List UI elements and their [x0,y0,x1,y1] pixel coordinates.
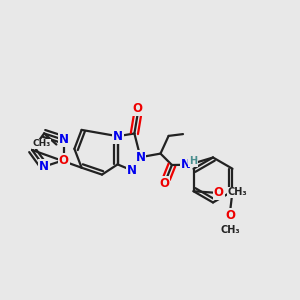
Text: O: O [159,177,169,190]
Text: O: O [225,209,235,222]
Text: O: O [214,186,224,199]
Text: CH₃: CH₃ [33,139,51,148]
Text: CH₃: CH₃ [220,225,240,235]
Text: N: N [39,160,49,173]
Text: N: N [135,151,146,164]
Text: N: N [127,164,137,177]
Text: CH₃: CH₃ [227,188,247,197]
Text: O: O [132,102,142,116]
Text: O: O [214,186,224,199]
Text: H: H [189,156,197,166]
Text: N: N [112,130,123,143]
Text: O: O [225,209,235,222]
Text: N: N [181,158,191,171]
Text: O: O [58,154,69,167]
Text: N: N [58,133,69,146]
